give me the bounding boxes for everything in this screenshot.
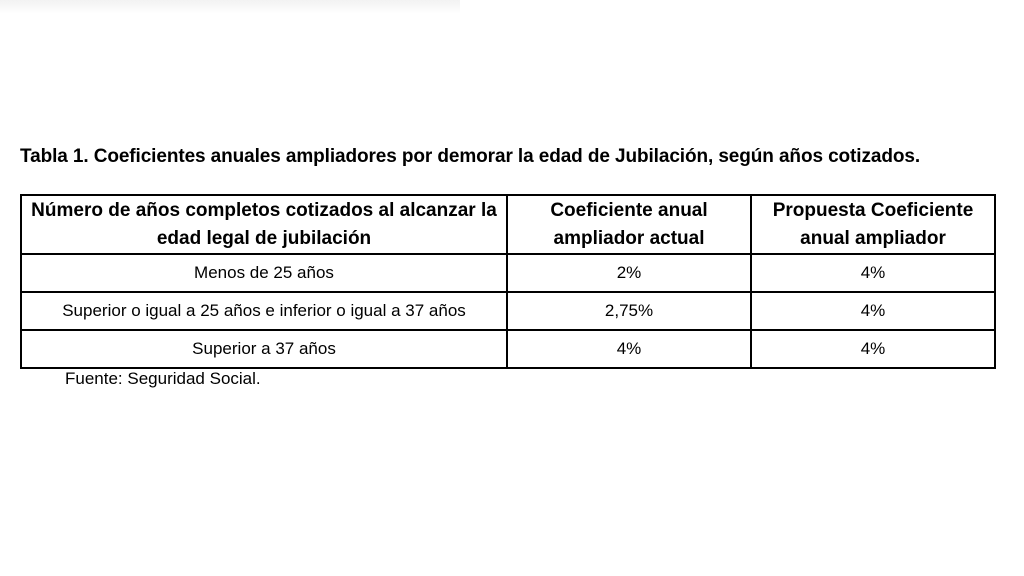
row-proposed-cell: 4% — [750, 329, 996, 369]
coefficients-table: Número de años completos cotizados al al… — [20, 194, 996, 369]
row-proposed-cell: 4% — [750, 291, 996, 331]
row-years-cell: Menos de 25 años — [20, 253, 508, 293]
table-row: Superior o igual a 25 años e inferior o … — [20, 291, 996, 331]
header-proposed-coefficient: Propuesta Coeficiente anual ampliador — [750, 194, 996, 255]
row-proposed-cell: 4% — [750, 253, 996, 293]
source-note: Fuente: Seguridad Social. — [65, 369, 261, 388]
row-current-cell: 2,75% — [506, 291, 752, 331]
header-years-contributed: Número de años completos cotizados al al… — [20, 194, 508, 255]
table-row: Menos de 25 años 2% 4% — [20, 253, 996, 293]
row-years-cell: Superior o igual a 25 años e inferior o … — [20, 291, 508, 331]
header-current-coefficient: Coeficiente anual ampliador actual — [506, 194, 752, 255]
table-header-row: Número de años completos cotizados al al… — [20, 194, 996, 255]
table-row: Superior a 37 años 4% 4% — [20, 329, 996, 369]
top-edge-shadow — [0, 0, 460, 14]
row-years-cell: Superior a 37 años — [20, 329, 508, 369]
row-current-cell: 2% — [506, 253, 752, 293]
table-title: Tabla 1. Coeficientes anuales ampliadore… — [20, 146, 920, 167]
row-current-cell: 4% — [506, 329, 752, 369]
